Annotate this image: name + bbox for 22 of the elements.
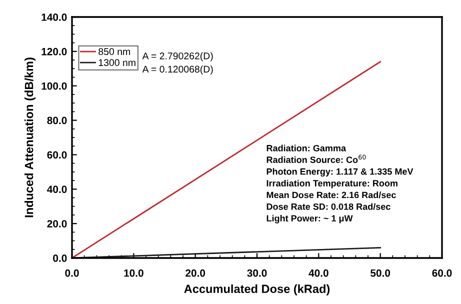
x-tick-label: 30.0	[247, 269, 267, 277]
x-tick-label: 60.0	[432, 269, 452, 277]
x-axis-title: Accumulated Dose (kRad)	[184, 284, 330, 296]
x-tick-label: 10.0	[124, 269, 144, 277]
y-tick-label: 20.0	[47, 220, 67, 228]
text: Radiation: Gamma Radiation Source: Co$^{60}$ Photon Energy: 1.117 & 1.335 MeV Irradiation Temperature: Room Mean Dose Rate: 2.16 Rad/sec Dose Rate SD: 0.018 Rad/sec Light Power: ~ 1 μW	[266, 144, 414, 224]
annotation: A = 0.120068(D)	[142, 65, 213, 75]
y-tick-label: 60.0	[47, 151, 67, 159]
y-tick-label: 40.0	[47, 186, 67, 194]
y-tick-label: 140.0	[42, 14, 67, 21]
legend-label: 1300 nm	[98, 59, 136, 66]
x-tick-label: 0.0	[65, 269, 79, 277]
x-tick-label: 40.0	[308, 269, 328, 277]
x-tick-label: 50.0	[370, 269, 390, 277]
y-tick-label: 0.0	[53, 254, 67, 262]
y-tick-label: 100.0	[42, 82, 67, 90]
annotation: A = 2.790262(D)	[142, 52, 213, 62]
y-tick-label: 120.0	[42, 48, 67, 56]
y-tick-label: 80.0	[47, 116, 67, 124]
x-tick-label: 20.0	[186, 269, 206, 277]
y-axis-title: Induced Attenuation (dB/km)	[24, 58, 36, 218]
legend-label: 850 nm	[98, 48, 130, 56]
